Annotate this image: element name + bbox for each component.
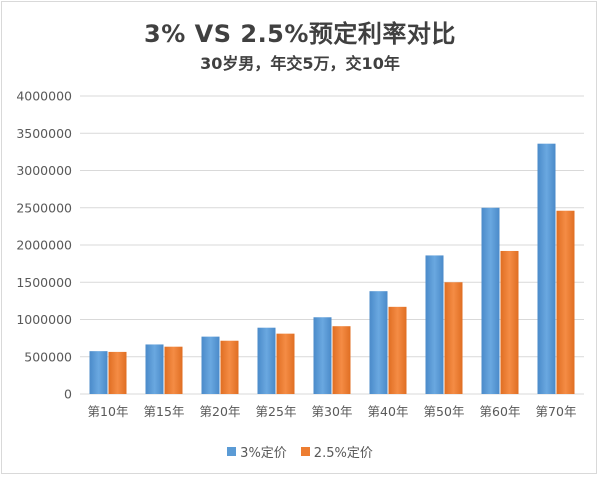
legend-label-2-5pct: 2.5%定价 xyxy=(313,446,373,461)
legend-swatch-2-5pct xyxy=(300,447,310,456)
legend-label-3pct: 3%定价 xyxy=(240,446,287,461)
x-category-label: 第70年 xyxy=(536,404,577,419)
bar-3pct xyxy=(313,317,332,394)
bar-3pct xyxy=(537,143,556,394)
y-tick-label: 3500000 xyxy=(16,126,72,141)
x-axis-labels: 第10年 第15年 第20年 第25年 第30年 第40年 第50年 第60年 第70年 xyxy=(88,404,577,419)
bar-2-5pct xyxy=(500,250,519,394)
y-tick-label: 3000000 xyxy=(16,163,72,178)
legend: 3%定价 2.5%定价 xyxy=(0,442,600,461)
y-tick-label: 500000 xyxy=(24,349,72,364)
x-category-label: 第50年 xyxy=(424,404,465,419)
y-tick-label: 1500000 xyxy=(16,275,72,290)
bar-2-5pct xyxy=(332,326,351,394)
bars xyxy=(89,143,575,394)
bar-3pct xyxy=(201,336,220,394)
bar-2-5pct xyxy=(388,306,407,394)
y-tick-label: 0 xyxy=(64,387,72,402)
bar-2-5pct xyxy=(220,340,239,394)
x-category-label: 第30年 xyxy=(312,404,353,419)
bar-2-5pct xyxy=(276,333,295,394)
bar-3pct xyxy=(257,327,276,394)
bar-2-5pct xyxy=(164,346,183,394)
y-tick-label: 4000000 xyxy=(16,89,72,104)
bar-3pct xyxy=(89,351,108,394)
gridlines xyxy=(80,95,584,395)
x-category-label: 第10年 xyxy=(88,404,129,419)
legend-item-3pct: 3%定价 xyxy=(227,442,287,461)
x-category-label: 第40年 xyxy=(368,404,409,419)
bar-3pct xyxy=(369,291,388,394)
chart-title: 3% VS 2.5%预定利率对比 xyxy=(144,20,456,48)
y-tick-label: 2500000 xyxy=(16,200,72,215)
bar-2-5pct xyxy=(556,210,575,394)
y-tick-label: 2000000 xyxy=(16,238,72,253)
chart-subtitle: 30岁男，年交5万，交10年 xyxy=(200,54,400,73)
x-category-label: 第15年 xyxy=(144,404,185,419)
legend-swatch-3pct xyxy=(227,447,237,456)
x-category-label: 第20年 xyxy=(200,404,241,419)
bar-3pct xyxy=(425,255,444,394)
bar-2-5pct xyxy=(108,351,127,394)
bar-3pct xyxy=(481,207,500,394)
x-category-label: 第60年 xyxy=(480,404,521,419)
legend-item-2-5pct: 2.5%定价 xyxy=(300,442,373,461)
y-axis-ticks: 0 500000 1000000 1500000 2000000 2500000 30000… xyxy=(16,89,72,402)
x-category-label: 第25年 xyxy=(256,404,297,419)
bar-3pct xyxy=(145,344,164,394)
bar-2-5pct xyxy=(444,282,463,394)
y-tick-label: 1000000 xyxy=(16,312,72,327)
